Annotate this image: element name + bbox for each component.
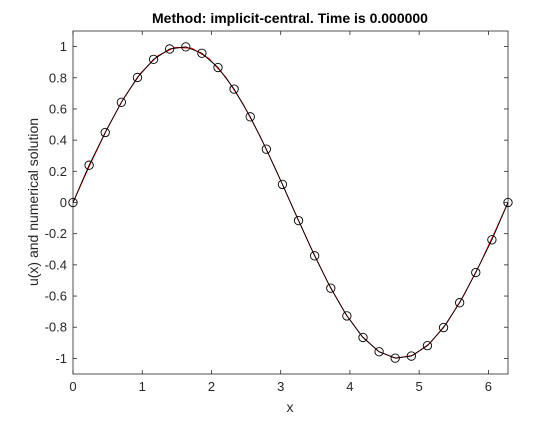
- y-tick-label: -0.2: [45, 226, 67, 241]
- data-point-marker: [165, 44, 175, 54]
- x-tick-label: 6: [485, 379, 492, 394]
- data-point-marker: [132, 72, 143, 83]
- y-tick-label: -0.8: [45, 320, 67, 335]
- data-point-marker: [229, 84, 239, 94]
- data-point-marker: [245, 112, 255, 122]
- x-tick-label: 5: [416, 379, 423, 394]
- y-tick-label: 0.2: [49, 164, 67, 179]
- y-tick-label: 0: [60, 195, 67, 210]
- data-point-marker: [438, 322, 449, 333]
- y-tick-label: -0.6: [45, 289, 67, 304]
- x-tick-label: 0: [69, 379, 76, 394]
- data-point-marker: [197, 48, 207, 58]
- data-point-marker: [148, 54, 159, 64]
- data-point-marker: [68, 197, 78, 208]
- data-point-marker: [487, 235, 497, 245]
- x-tick-label: 2: [208, 379, 215, 394]
- y-tick-label: 0.4: [49, 133, 67, 148]
- data-point-marker: [310, 251, 320, 261]
- chart-title: Method: implicit-central. Time is 0.0000…: [152, 10, 428, 26]
- x-tick-label: 3: [277, 379, 284, 394]
- data-point-marker: [503, 197, 513, 208]
- series-layer: [68, 42, 513, 363]
- data-point-marker: [261, 144, 271, 154]
- data-point-marker: [374, 347, 384, 357]
- data-point-marker: [390, 353, 400, 363]
- x-axis-ticks: 0 1 2 3 4 5 6: [69, 31, 492, 394]
- y-tick-label: 0.8: [49, 70, 67, 85]
- data-point-marker: [471, 267, 481, 278]
- data-point-marker: [181, 42, 191, 52]
- data-point-marker: [422, 341, 433, 351]
- y-tick-label: 1: [60, 39, 67, 54]
- y-tick-label: 0.6: [49, 101, 67, 116]
- data-point-marker: [358, 332, 368, 343]
- data-point-marker: [406, 351, 416, 361]
- data-point-marker: [100, 127, 110, 138]
- data-point-marker: [84, 160, 94, 170]
- y-axis-ticks: -1 -0.8 -0.6 -0.4 -0.2 0 0.2 0.4 0.6 0.8 1: [45, 39, 508, 366]
- x-axis-label: x: [287, 399, 294, 415]
- x-tick-label: 1: [139, 379, 146, 394]
- data-point-marker: [277, 179, 288, 190]
- y-tick-label: -0.4: [45, 257, 67, 272]
- data-point-marker: [293, 215, 304, 226]
- x-tick-label: 4: [346, 379, 353, 394]
- data-point-marker: [213, 62, 223, 73]
- y-tick-label: -1: [55, 351, 67, 366]
- y-axis-label: u(x) and numerical solution: [25, 118, 41, 286]
- data-point-marker: [342, 311, 352, 321]
- data-point-marker: [116, 97, 126, 107]
- data-point-marker: [455, 298, 465, 308]
- series-line-2: [72, 46, 509, 359]
- data-point-marker: [326, 283, 336, 293]
